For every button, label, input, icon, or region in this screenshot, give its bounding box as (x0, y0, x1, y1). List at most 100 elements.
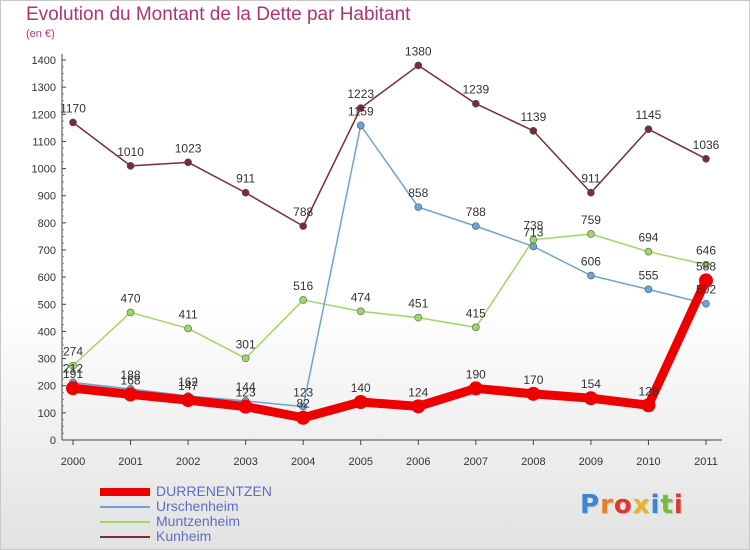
series-line-kunheim (72, 64, 707, 227)
data-point-kunheim (644, 125, 653, 134)
data-label-muntzenheim: 411 (179, 307, 198, 321)
data-point-durrenentzen (526, 386, 541, 401)
data-point-muntzenheim (414, 313, 423, 322)
x-tick-label: 2006 (406, 456, 430, 468)
data-point-muntzenheim (702, 260, 710, 269)
data-label-kunheim: 911 (236, 172, 255, 186)
x-tick-label: 2011 (694, 456, 718, 468)
logo-letter: P (580, 490, 601, 520)
legend-label: Muntzenheim (156, 513, 241, 529)
data-label-muntzenheim: 694 (638, 231, 658, 245)
data-point-kunheim (414, 61, 423, 70)
data-label-urschenheim: 858 (408, 186, 428, 200)
legend-label: DURRENENTZEN (156, 483, 272, 499)
data-point-kunheim (126, 162, 135, 170)
data-label-muntzenheim: 516 (293, 279, 313, 293)
data-label-kunheim: 1023 (175, 141, 202, 155)
data-point-kunheim (184, 158, 192, 167)
data-label-urschenheim: 502 (696, 283, 716, 297)
data-label-kunheim: 1223 (347, 87, 374, 101)
data-label-kunheim: 1170 (60, 101, 86, 115)
data-label-urschenheim: 713 (523, 225, 543, 239)
data-label-urschenheim: 606 (581, 255, 601, 269)
data-label-muntzenheim: 759 (581, 213, 601, 227)
series-line-durrenentzen (68, 275, 711, 423)
data-label-kunheim: 1139 (520, 110, 546, 124)
data-point-durrenentzen (66, 381, 80, 396)
x-tick-label: 2003 (233, 456, 257, 468)
y-tick-label: 700 (38, 245, 56, 257)
legend-swatch (100, 506, 150, 508)
data-label-durrenentzen: 588 (696, 259, 716, 273)
data-label-durrenentzen: 124 (408, 385, 428, 399)
x-tick-label: 2000 (61, 456, 85, 468)
data-point-durrenentzen (296, 410, 311, 425)
data-point-muntzenheim (184, 324, 192, 333)
data-point-urschenheim (414, 203, 423, 211)
data-label-urschenheim: 788 (466, 205, 486, 219)
data-point-durrenentzen (238, 399, 253, 414)
data-point-urschenheim (702, 299, 710, 308)
data-point-durrenentzen (583, 391, 598, 406)
proxiti-logo: Proxiti (580, 490, 684, 520)
logo-letter: x (632, 490, 651, 520)
data-label-durrenentzen: 147 (178, 379, 198, 393)
y-tick-label: 200 (38, 381, 56, 393)
data-point-durrenentzen (353, 395, 368, 409)
data-label-kunheim: 1145 (636, 108, 662, 122)
data-label-urschenheim: 212 (63, 361, 83, 375)
data-label-kunheim: 788 (293, 205, 313, 219)
data-label-muntzenheim: 474 (351, 290, 371, 304)
data-label-muntzenheim: 470 (121, 291, 141, 305)
y-tick-label: 400 (38, 326, 56, 338)
y-tick-label: 800 (38, 218, 56, 230)
data-point-urschenheim (644, 285, 653, 294)
data-point-urschenheim (587, 271, 595, 280)
logo-letter: r (600, 490, 614, 520)
data-point-kunheim (356, 104, 365, 112)
logo-letter: t (660, 490, 674, 520)
y-tick-label: 100 (38, 408, 56, 420)
data-label-kunheim: 1380 (405, 44, 432, 58)
data-point-muntzenheim (472, 323, 480, 332)
y-tick-label: 500 (38, 299, 56, 311)
x-tick-label: 2002 (176, 456, 200, 468)
y-tick-label: 1000 (32, 164, 56, 176)
y-tick-label: 1300 (32, 82, 56, 94)
data-label-muntzenheim: 646 (696, 244, 716, 258)
data-label-kunheim: 1036 (693, 138, 720, 152)
data-label-durrenentzen: 170 (523, 373, 543, 387)
x-tick-label: 2009 (579, 456, 603, 468)
data-label-urschenheim: 144 (236, 380, 256, 394)
x-tick-label: 2008 (521, 456, 545, 468)
data-label-kunheim: 911 (581, 172, 600, 186)
data-point-durrenentzen (641, 398, 656, 413)
data-point-durrenentzen (699, 273, 713, 288)
data-point-kunheim (299, 222, 307, 230)
data-point-durrenentzen (468, 381, 483, 396)
legend-swatch (100, 488, 150, 496)
x-tick-label: 2001 (118, 456, 142, 468)
data-point-kunheim (69, 118, 77, 127)
y-tick-label: 1200 (32, 109, 56, 121)
data-point-urschenheim (529, 242, 538, 251)
x-tick-label: 2010 (636, 456, 660, 468)
series-line-urschenheim (72, 124, 707, 408)
legend-label: Urschenheim (156, 498, 239, 514)
data-label-muntzenheim: 274 (63, 345, 83, 359)
data-label-durrenentzen: 190 (466, 367, 486, 381)
data-label-durrenentzen: 191 (63, 367, 83, 381)
data-label-urschenheim: 123 (293, 386, 313, 400)
chart-subtitle: (en €) (26, 28, 55, 40)
y-tick-label: 0 (50, 435, 56, 447)
data-label-durrenentzen: 154 (581, 377, 601, 391)
legend-swatch (100, 536, 150, 538)
data-point-urschenheim (472, 222, 480, 230)
data-label-durrenentzen: 128 (638, 384, 658, 398)
data-point-kunheim (587, 188, 595, 197)
data-label-kunheim: 1239 (462, 83, 489, 97)
data-point-muntzenheim (356, 307, 365, 316)
x-tick-label: 2004 (291, 456, 315, 468)
data-point-durrenentzen (181, 393, 196, 408)
data-point-urschenheim (299, 402, 307, 411)
